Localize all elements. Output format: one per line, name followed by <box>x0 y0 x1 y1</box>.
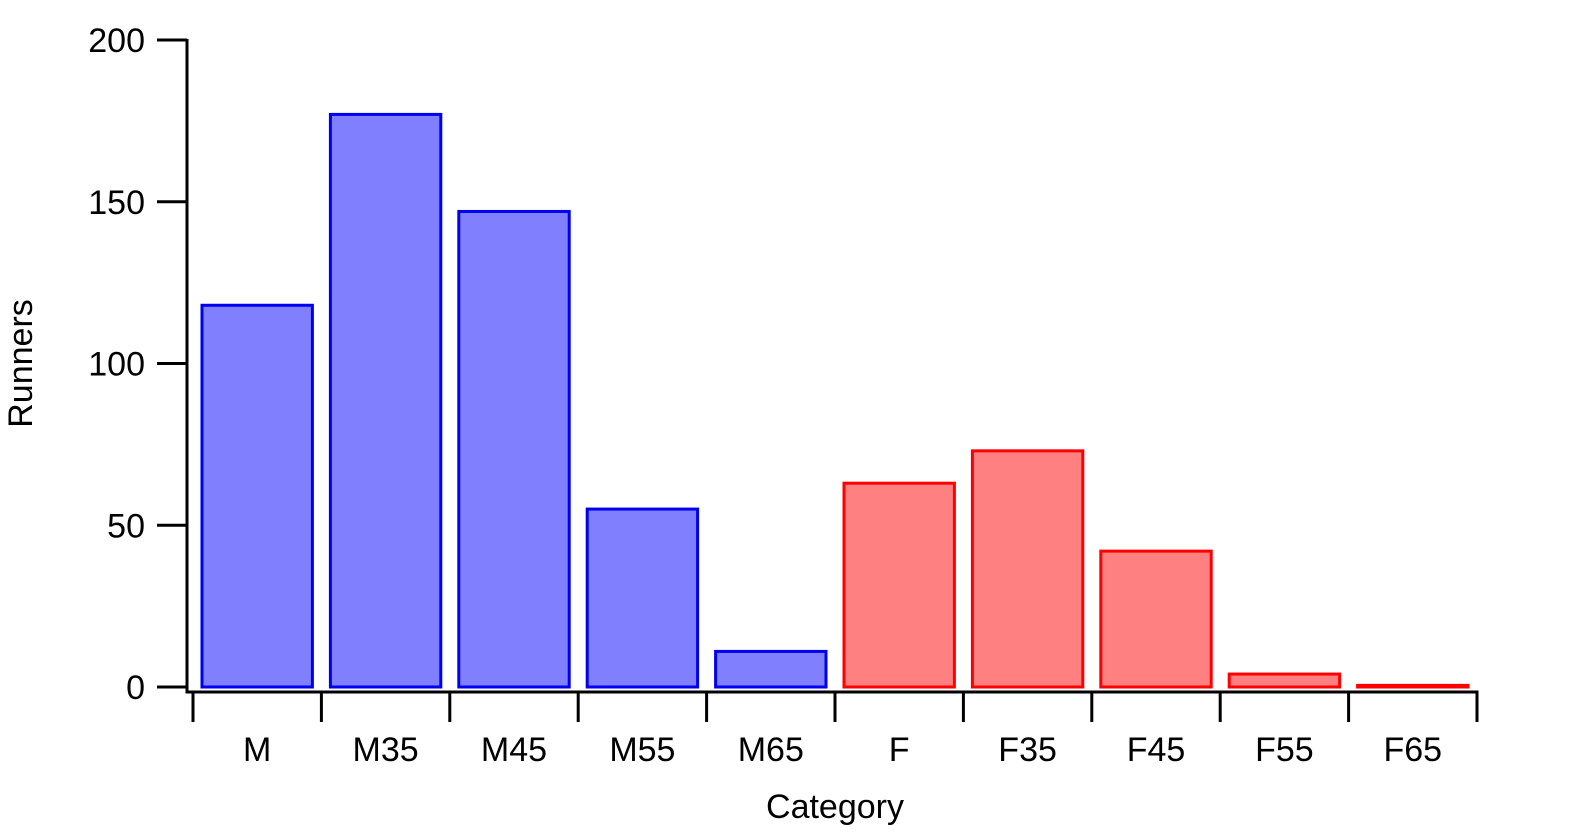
x-tick-label-m45: M45 <box>481 731 547 769</box>
y-tick-label: 50 <box>107 507 145 545</box>
bar-f55 <box>1227 672 1342 689</box>
y-tick-label: 0 <box>126 669 145 707</box>
bar-f65 <box>1356 683 1470 689</box>
bars-layer <box>200 112 1470 689</box>
y-tick-label: 200 <box>88 22 145 60</box>
x-tick-label-m35: M35 <box>353 731 419 769</box>
bar-m65 <box>714 649 828 689</box>
x-tick-label-f45: F45 <box>1127 731 1186 769</box>
bar-m55 <box>585 507 700 689</box>
y-axis-ticks: 0 50 100 150 200 <box>88 22 187 707</box>
bar-f35 <box>970 449 1085 689</box>
x-tick-label-m65: M65 <box>738 731 804 769</box>
y-tick-label: 100 <box>88 346 145 384</box>
bar-m <box>200 303 314 689</box>
y-axis-title: Runners <box>2 299 40 428</box>
y-tick-label: 150 <box>88 184 145 222</box>
bar-m35 <box>328 112 443 689</box>
x-tick-label-f55: F55 <box>1255 731 1314 769</box>
x-tick-label-f65: F65 <box>1384 731 1443 769</box>
x-tick-label-f35: F35 <box>998 731 1057 769</box>
bar-m45 <box>457 209 571 689</box>
x-axis-ticks: M M35 M45 M55 M65 F F35 F45 F55 F65 <box>191 692 1479 769</box>
x-tick-label-f: F <box>889 731 910 769</box>
x-axis-title: Category <box>766 788 904 826</box>
x-tick-label-m55: M55 <box>609 731 675 769</box>
bar-f <box>842 481 956 689</box>
x-tick-label-m: M <box>243 731 271 769</box>
bar-f45 <box>1099 549 1213 689</box>
